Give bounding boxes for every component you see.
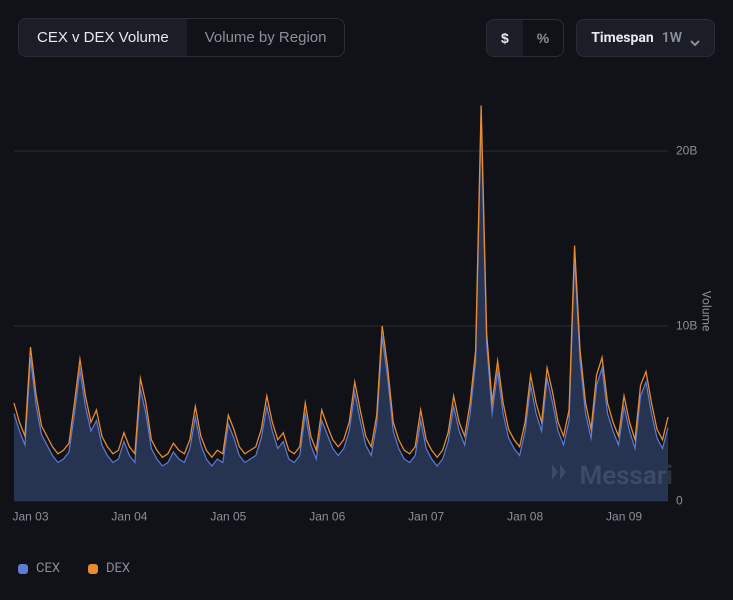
- chart-container: Volume Messari: [0, 71, 733, 551]
- chevron-down-icon: [690, 33, 700, 43]
- y-axis-title: Volume: [700, 291, 714, 332]
- tab-cex-v-dex[interactable]: CEX v DEX Volume: [19, 19, 187, 56]
- legend-swatch-cex: [18, 564, 28, 574]
- legend-swatch-dex: [88, 564, 98, 574]
- legend-label-dex: DEX: [106, 561, 130, 576]
- unit-dollar-button[interactable]: $: [487, 20, 523, 56]
- legend: CEX DEX: [0, 551, 733, 576]
- volume-area-chart[interactable]: [0, 71, 733, 551]
- unit-percent-button[interactable]: %: [523, 20, 563, 56]
- toolbar: CEX v DEX Volume Volume by Region $ % Ti…: [0, 0, 733, 71]
- legend-label-cex: CEX: [36, 561, 60, 576]
- legend-item-cex[interactable]: CEX: [18, 561, 60, 576]
- timespan-value: 1W: [662, 30, 682, 46]
- unit-group: $ %: [486, 19, 564, 57]
- tab-volume-by-region[interactable]: Volume by Region: [187, 19, 345, 56]
- legend-item-dex[interactable]: DEX: [88, 561, 130, 576]
- timespan-selector[interactable]: Timespan 1W: [576, 19, 715, 57]
- timespan-label: Timespan: [591, 30, 653, 46]
- tab-group: CEX v DEX Volume Volume by Region: [18, 18, 345, 57]
